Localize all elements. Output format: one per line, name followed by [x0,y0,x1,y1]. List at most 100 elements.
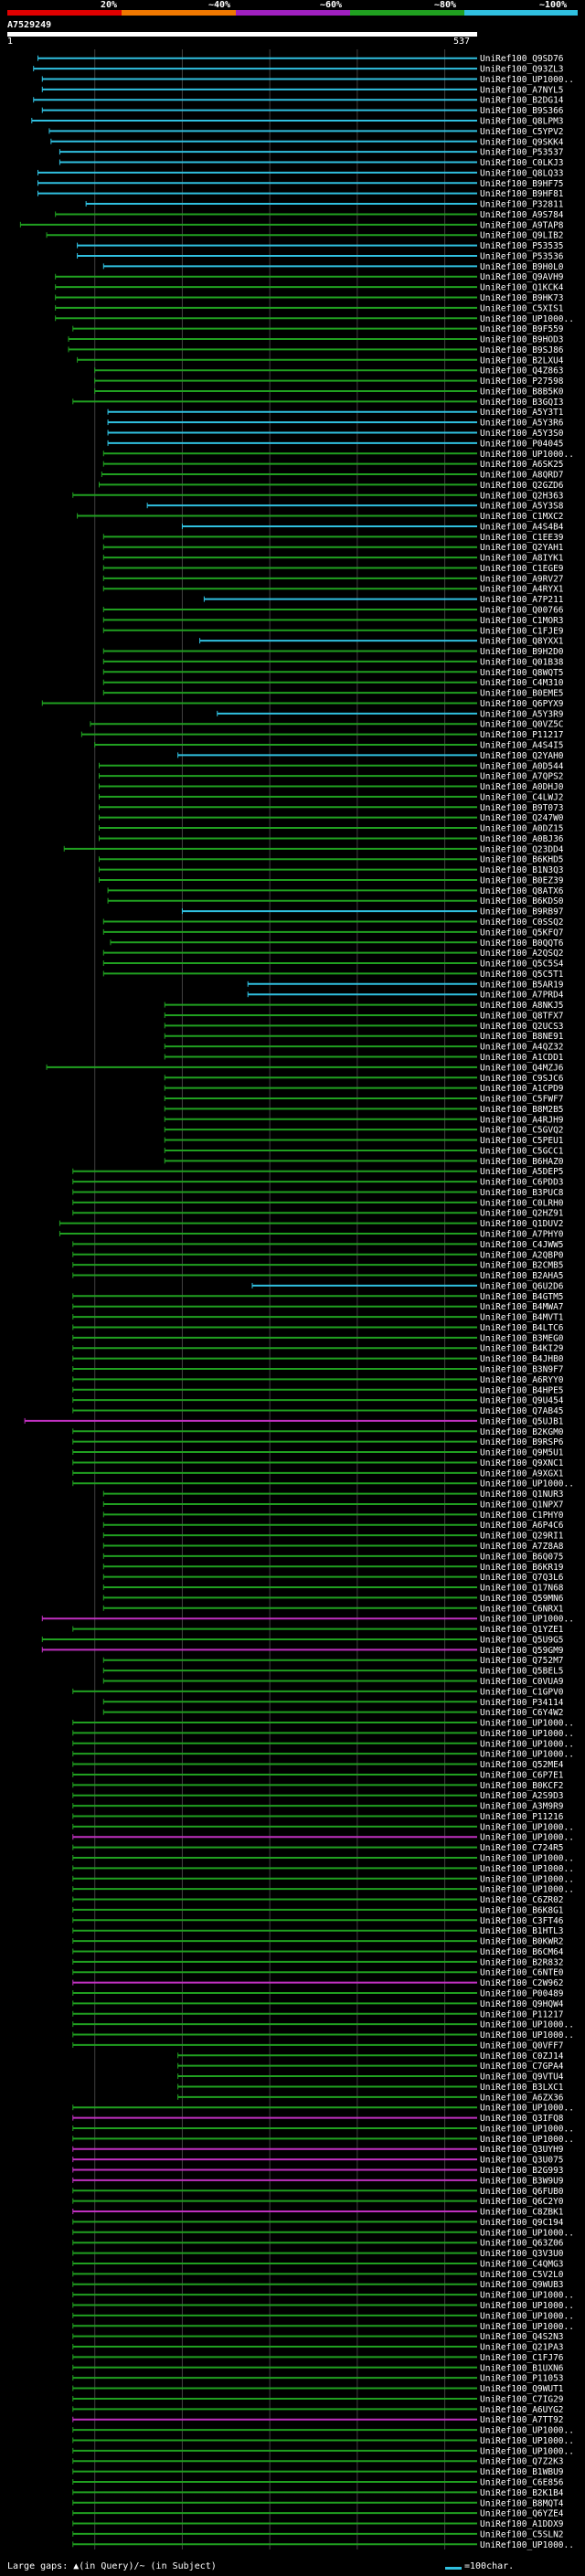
row-label[interactable]: UniRef100_C1GPV0 [480,1687,564,1697]
row-label[interactable]: UniRef100_P53537 [480,148,564,158]
row-label[interactable]: UniRef100_UP1000.. [480,2322,574,2332]
row-label[interactable]: UniRef100_A2QBP0 [480,1250,564,1260]
row-label[interactable]: UniRef100_C5V2L0 [480,2270,564,2280]
row-label[interactable]: UniRef100_C0ZJ14 [480,2051,564,2062]
row-label[interactable]: UniRef100_P00489 [480,1988,564,1998]
row-label[interactable]: UniRef100_C4QMG3 [480,2259,564,2269]
row-label[interactable]: UniRef100_UP1000.. [480,2228,574,2238]
row-label[interactable]: UniRef100_B9HOD3 [480,335,564,345]
row-label[interactable]: UniRef100_P04045 [480,439,564,449]
row-label[interactable]: UniRef100_Q1DUV2 [480,1219,564,1229]
row-label[interactable]: UniRef100_A7PRD4 [480,991,564,1001]
row-label[interactable]: UniRef100_C7GPA4 [480,2062,564,2072]
row-label[interactable]: UniRef100_A6UYG2 [480,2405,564,2415]
row-label[interactable]: UniRef100_P27598 [480,376,564,387]
row-label[interactable]: UniRef100_B4KI29 [480,1344,564,1354]
row-label[interactable]: UniRef100_C6NTE0 [480,1968,564,1978]
row-label[interactable]: UniRef100_B4MVT1 [480,1313,564,1323]
row-label[interactable]: UniRef100_A0DHJ0 [480,782,564,792]
row-label[interactable]: UniRef100_A4RJH9 [480,1115,564,1125]
row-label[interactable]: UniRef100_C5SLN2 [480,2529,564,2539]
row-label[interactable]: UniRef100_B2CMB5 [480,1261,564,1271]
row-label[interactable]: UniRef100_UP1000.. [480,2311,574,2321]
row-label[interactable]: UniRef100_Q59GM9 [480,1646,564,1656]
row-label[interactable]: UniRef100_P53535 [480,241,564,251]
row-label[interactable]: UniRef100_Q1NUR3 [480,1489,564,1500]
row-label[interactable]: UniRef100_Q6YZE4 [480,2509,564,2519]
row-label[interactable]: UniRef100_UP1000.. [480,2030,574,2041]
row-label[interactable]: UniRef100_A7Z8A8 [480,1542,564,1552]
row-label[interactable]: UniRef100_Q5C5S4 [480,959,564,970]
row-label[interactable]: UniRef100_C5GCC1 [480,1146,564,1156]
row-label[interactable]: UniRef100_UP1000.. [480,1833,574,1843]
row-label[interactable]: UniRef100_B4GTM5 [480,1292,564,1302]
row-label[interactable]: UniRef100_B6CM64 [480,1947,564,1957]
row-label[interactable]: UniRef100_Q1YZE1 [480,1625,564,1635]
row-label[interactable]: UniRef100_B8NE91 [480,1032,564,1042]
row-label[interactable]: UniRef100_UP1000.. [480,2291,574,2301]
row-label[interactable]: UniRef100_Q8WQT5 [480,668,564,678]
row-label[interactable]: UniRef100_Q9C194 [480,2218,564,2228]
row-label[interactable]: UniRef100_Q3V3U0 [480,2249,564,2259]
row-label[interactable]: UniRef100_B9H0L0 [480,262,564,272]
row-label[interactable]: UniRef100_B2LXU4 [480,355,564,366]
row-label[interactable]: UniRef100_Q9AVH9 [480,272,564,282]
row-label[interactable]: UniRef100_UP1000.. [480,1864,574,1874]
row-label[interactable]: UniRef100_C6P7E1 [480,1770,564,1780]
row-label[interactable]: UniRef100_C5FWF7 [480,1095,564,1105]
row-label[interactable]: UniRef100_B2KGM0 [480,1427,564,1437]
row-label[interactable]: UniRef100_C1MXC2 [480,512,564,522]
row-label[interactable]: UniRef100_UP1000.. [480,1822,574,1832]
row-label[interactable]: UniRef100_Q3IFQ8 [480,2114,564,2124]
row-label[interactable]: UniRef100_A7QPS2 [480,772,564,782]
row-label[interactable]: UniRef100_P11053 [480,2374,564,2384]
row-label[interactable]: UniRef100_Q6U2D6 [480,1281,564,1291]
row-label[interactable]: UniRef100_B9H2D0 [480,647,564,657]
row-label[interactable]: UniRef100_A7P211 [480,595,564,605]
row-label[interactable]: UniRef100_UP1000.. [480,2020,574,2030]
row-label[interactable]: UniRef100_C0LRH0 [480,1198,564,1208]
row-label[interactable]: UniRef100_Q2UCS3 [480,1022,564,1032]
row-label[interactable]: UniRef100_C6E856 [480,2478,564,2488]
row-label[interactable]: UniRef100_B3W9U9 [480,2176,564,2186]
row-label[interactable]: UniRef100_UP1000.. [480,2426,574,2436]
row-label[interactable]: UniRef100_B3PUC8 [480,1188,564,1198]
row-label[interactable]: UniRef100_UP1000.. [480,2124,574,2134]
row-label[interactable]: UniRef100_B0EZ39 [480,875,564,885]
row-label[interactable]: UniRef100_Q9HQW4 [480,1999,564,2009]
row-label[interactable]: UniRef100_B0EME5 [480,689,564,699]
row-label[interactable]: UniRef100_C1FJ76 [480,2353,564,2363]
row-label[interactable]: UniRef100_A8NKJ5 [480,1001,564,1011]
row-label[interactable]: UniRef100_A2S9D3 [480,1791,564,1801]
row-label[interactable]: UniRef100_Q9WUB3 [480,2280,564,2290]
row-label[interactable]: UniRef100_A5Y3T1 [480,408,564,418]
row-label[interactable]: UniRef100_Q59MN6 [480,1594,564,1604]
row-label[interactable]: UniRef100_B3MEG0 [480,1333,564,1343]
row-label[interactable]: UniRef100_Q21PA3 [480,2343,564,2353]
row-label[interactable]: UniRef100_B9HF81 [480,189,564,199]
row-label[interactable]: UniRef100_Q8ATX6 [480,886,564,896]
row-label[interactable]: UniRef100_B1HTL3 [480,1926,564,1936]
row-label[interactable]: UniRef100_B6KHD5 [480,855,564,865]
row-label[interactable]: UniRef100_A9RV27 [480,574,564,584]
row-label[interactable]: UniRef100_B1WBU9 [480,2467,564,2477]
row-label[interactable]: UniRef100_B9SJ86 [480,345,564,355]
row-label[interactable]: UniRef100_B4HPE5 [480,1385,564,1395]
row-label[interactable]: UniRef100_C7IG29 [480,2394,564,2404]
row-label[interactable]: UniRef100_C6ZR02 [480,1895,564,1905]
row-label[interactable]: UniRef100_Q7Z2K3 [480,2457,564,2467]
row-label[interactable]: UniRef100_Q2YAH0 [480,751,564,761]
row-label[interactable]: UniRef100_C5XIS1 [480,303,564,313]
row-label[interactable]: UniRef100_Q3U075 [480,2156,564,2166]
row-label[interactable]: UniRef100_Q9M5U1 [480,1448,564,1458]
row-label[interactable]: UniRef100_UP1000.. [480,2446,574,2456]
row-label[interactable]: UniRef100_Q1NPX7 [480,1500,564,1510]
row-label[interactable]: UniRef100_A4S4I5 [480,740,564,750]
row-label[interactable]: UniRef100_A1DDX9 [480,2519,564,2529]
row-label[interactable]: UniRef100_P32811 [480,200,564,210]
row-label[interactable]: UniRef100_B1N3Q3 [480,865,564,875]
row-label[interactable]: UniRef100_UP1000.. [480,1615,574,1625]
row-label[interactable]: UniRef100_C0VUA9 [480,1677,564,1687]
row-label[interactable]: UniRef100_B0KCF2 [480,1781,564,1791]
row-label[interactable]: UniRef100_B4JHB0 [480,1354,564,1364]
